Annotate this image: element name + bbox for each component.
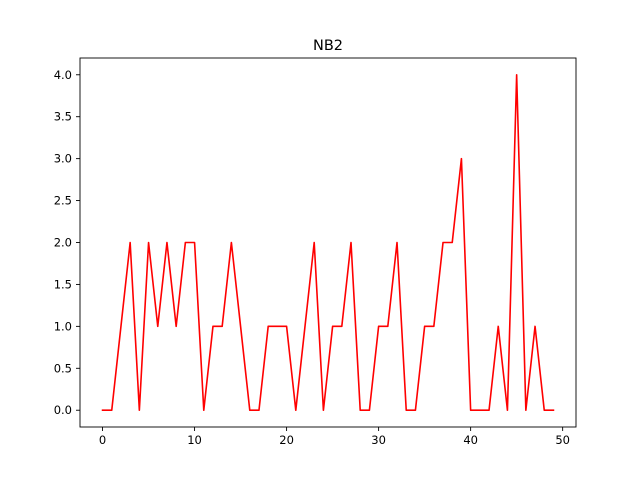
y-tick-label: 0.0 xyxy=(54,403,72,417)
x-tick-label: 20 xyxy=(279,433,294,447)
y-tick-label: 4.0 xyxy=(54,68,72,82)
x-tick-label: 40 xyxy=(463,433,478,447)
y-tick-label: 2.5 xyxy=(54,194,72,208)
x-tick-label: 50 xyxy=(555,433,570,447)
y-tick-label: 1.5 xyxy=(54,277,72,291)
y-tick-label: 3.0 xyxy=(54,152,72,166)
x-tick-label: 10 xyxy=(187,433,202,447)
y-tick-label: 0.5 xyxy=(54,361,72,375)
x-tick-label: 0 xyxy=(99,433,106,447)
y-tick-label: 2.0 xyxy=(54,236,72,250)
plot-area: 0 10 20 30 40 50 0.0 0.5 1.0 1.5 2.0 2.5 3.0 3.5 4.0 xyxy=(54,57,577,447)
y-tick-label: 1.0 xyxy=(54,319,72,333)
y-tick-label: 3.5 xyxy=(54,110,72,124)
series-line-0 xyxy=(101,73,555,412)
chart-title: NB2 xyxy=(313,38,343,54)
x-tick-label: 30 xyxy=(371,433,386,447)
